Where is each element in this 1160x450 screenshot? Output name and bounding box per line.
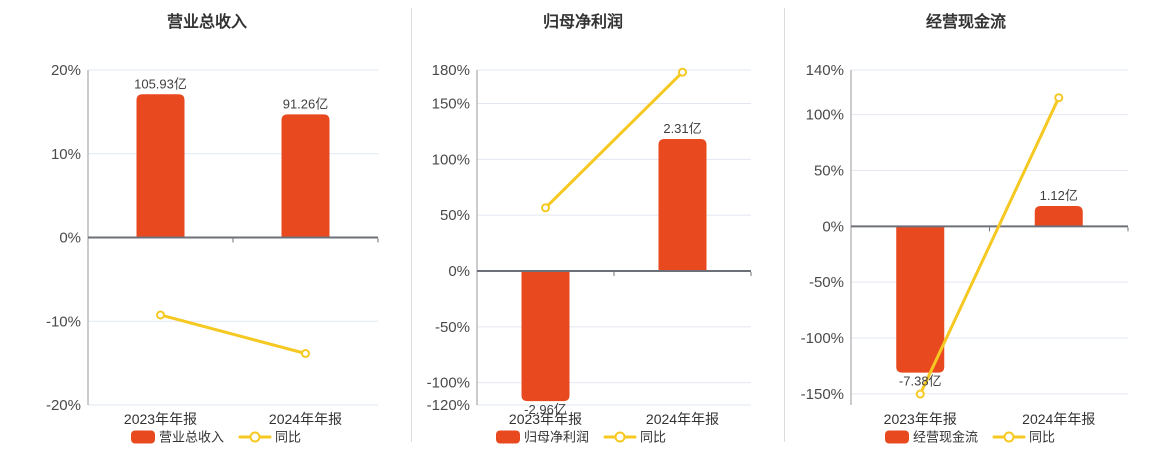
legend-line-marker[interactable] bbox=[992, 431, 1026, 443]
legend-bar-swatch[interactable] bbox=[885, 430, 909, 444]
x-axis-category-label: 2023年年报 bbox=[509, 411, 582, 427]
x-axis-category-label: 2024年年报 bbox=[269, 411, 342, 427]
chart-legend: 经营现金流 同比 bbox=[885, 430, 1055, 445]
bar-value-label: 2.31亿 bbox=[663, 121, 701, 136]
cash-flow-chart-panel: 140% 100% 50% 0% -50% -100% -150% -7.38亿 1.12亿 20… bbox=[784, 0, 1160, 450]
legend-bar-label: 经营现金流 bbox=[913, 430, 978, 445]
legend-bar-label: 营业总收入 bbox=[159, 430, 224, 445]
bar-2023[interactable] bbox=[521, 271, 570, 402]
bar-2023[interactable] bbox=[896, 226, 945, 373]
bar-value-label: -2.96亿 bbox=[524, 402, 567, 417]
bar-2024[interactable] bbox=[658, 139, 707, 271]
y-axis-tick-label: 50% bbox=[440, 207, 470, 224]
yoy-point-2023[interactable] bbox=[541, 203, 550, 213]
yoy-line bbox=[544, 70, 684, 210]
legend-bar-swatch[interactable] bbox=[131, 430, 155, 444]
y-axis-tick-label: 20% bbox=[51, 62, 81, 79]
legend-line-label: 同比 bbox=[275, 430, 301, 445]
y-axis-tick-label: 50% bbox=[814, 163, 844, 180]
x-axis-category-label: 2024年年报 bbox=[646, 411, 719, 427]
legend-line-label: 同比 bbox=[1029, 430, 1055, 445]
yoy-point-2023[interactable] bbox=[156, 310, 165, 320]
bar-2023[interactable] bbox=[136, 94, 185, 238]
yoy-point-2024[interactable] bbox=[1054, 93, 1064, 103]
y-axis-tick-label: 180% bbox=[432, 62, 470, 79]
chart-title: 归母净利润 bbox=[543, 12, 623, 31]
panel-divider bbox=[784, 8, 785, 442]
y-axis-tick-label: -100% bbox=[801, 330, 844, 347]
legend-bar-label: 归母净利润 bbox=[524, 430, 589, 445]
legend-bar-swatch[interactable] bbox=[496, 430, 520, 444]
chart-title: 营业总收入 bbox=[167, 12, 247, 31]
x-axis-category-label: 2023年年报 bbox=[884, 411, 957, 427]
chart-legend: 营业总收入 同比 bbox=[131, 430, 301, 445]
yoy-point-2024[interactable] bbox=[678, 67, 687, 77]
yoy-point-2024[interactable] bbox=[301, 348, 310, 358]
y-axis-tick-label: -10% bbox=[46, 313, 81, 330]
legend-line-label: 同比 bbox=[640, 430, 666, 445]
y-axis-tick-label: 10% bbox=[51, 146, 81, 163]
y-axis-tick-label: 100% bbox=[806, 107, 844, 124]
cash-flow-chart: 140% 100% 50% 0% -50% -100% -150% -7.38亿 1.12亿 20… bbox=[801, 12, 1129, 445]
y-axis-tick-label: -120% bbox=[427, 397, 470, 414]
legend-line-marker[interactable] bbox=[603, 431, 637, 443]
bar-2024[interactable] bbox=[281, 114, 330, 238]
bar-2024[interactable] bbox=[1034, 206, 1083, 227]
y-axis-tick-label: -150% bbox=[801, 386, 844, 403]
yoy-line bbox=[918, 96, 1061, 396]
y-axis-tick-label: -50% bbox=[809, 274, 844, 291]
yoy-point-2023[interactable] bbox=[915, 389, 925, 399]
panel-divider bbox=[411, 8, 412, 442]
net-profit-chart-panel: 180% 150% 100% 50% 0% -50% -100% -120% -2.96亿 2.3… bbox=[411, 0, 784, 450]
y-axis-tick-label: -20% bbox=[46, 397, 81, 414]
y-axis-tick-label: 0% bbox=[822, 218, 844, 235]
revenue-chart-panel: 20% 10% 0% -10% -20% 105.93亿 91.26亿 2023年年报 2024… bbox=[0, 0, 411, 450]
y-axis-tick-label: 0% bbox=[448, 263, 470, 280]
bar-value-label: 105.93亿 bbox=[134, 76, 187, 91]
x-axis-category-label: 2023年年报 bbox=[124, 411, 197, 427]
yoy-line bbox=[159, 313, 307, 355]
bar-value-label: -7.38亿 bbox=[899, 374, 942, 389]
y-axis-tick-label: -50% bbox=[435, 319, 470, 336]
y-axis-tick-label: -100% bbox=[427, 375, 470, 392]
x-axis-category-label: 2024年年报 bbox=[1022, 411, 1095, 427]
net-profit-chart: 180% 150% 100% 50% 0% -50% -100% -120% -2.96亿 2.3… bbox=[427, 12, 752, 445]
y-axis-tick-label: 0% bbox=[59, 230, 81, 247]
bar-value-label: 1.12亿 bbox=[1040, 188, 1078, 203]
chart-legend: 归母净利润 同比 bbox=[496, 430, 666, 445]
chart-title: 经营现金流 bbox=[926, 12, 1006, 31]
bar-value-label: 91.26亿 bbox=[283, 96, 329, 111]
legend-line-marker[interactable] bbox=[238, 431, 272, 443]
y-axis-tick-label: 150% bbox=[432, 96, 470, 113]
y-axis-tick-label: 100% bbox=[432, 151, 470, 168]
y-axis-tick-label: 140% bbox=[806, 62, 844, 79]
revenue-chart: 20% 10% 0% -10% -20% 105.93亿 91.26亿 2023年年报 2024… bbox=[46, 12, 379, 445]
